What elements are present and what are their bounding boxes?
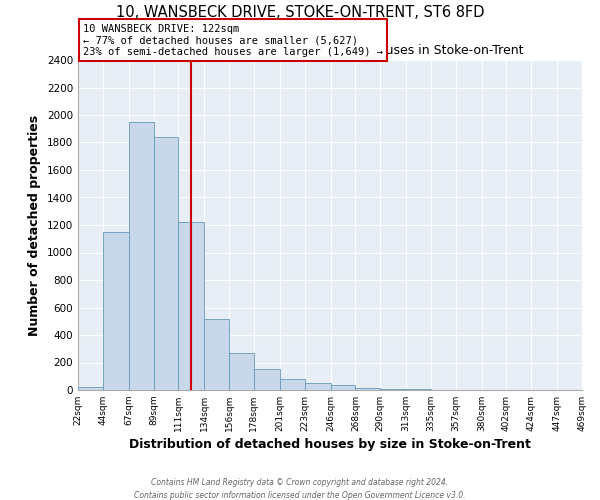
Text: 10, WANSBECK DRIVE, STOKE-ON-TRENT, ST6 8FD: 10, WANSBECK DRIVE, STOKE-ON-TRENT, ST6 …: [116, 5, 484, 20]
Bar: [154, 137, 178, 390]
Bar: [331, 384, 355, 390]
Text: 10 WANSBECK DRIVE: 122sqm
← 77% of detached houses are smaller (5,627)
23% of se: 10 WANSBECK DRIVE: 122sqm ← 77% of detac…: [83, 24, 383, 56]
Bar: [305, 383, 331, 390]
Bar: [129, 122, 154, 390]
Bar: [204, 318, 229, 390]
Bar: [78, 386, 103, 390]
Bar: [103, 232, 129, 390]
Y-axis label: Number of detached properties: Number of detached properties: [28, 114, 41, 336]
Bar: [178, 222, 204, 390]
Bar: [254, 370, 280, 390]
X-axis label: Distribution of detached houses by size in Stoke-on-Trent: Distribution of detached houses by size …: [129, 438, 531, 451]
Bar: [280, 379, 305, 390]
Bar: [229, 353, 254, 390]
Text: Contains HM Land Registry data © Crown copyright and database right 2024.
Contai: Contains HM Land Registry data © Crown c…: [134, 478, 466, 500]
Bar: [355, 388, 380, 390]
Title: Size of property relative to detached houses in Stoke-on-Trent: Size of property relative to detached ho…: [136, 44, 524, 58]
